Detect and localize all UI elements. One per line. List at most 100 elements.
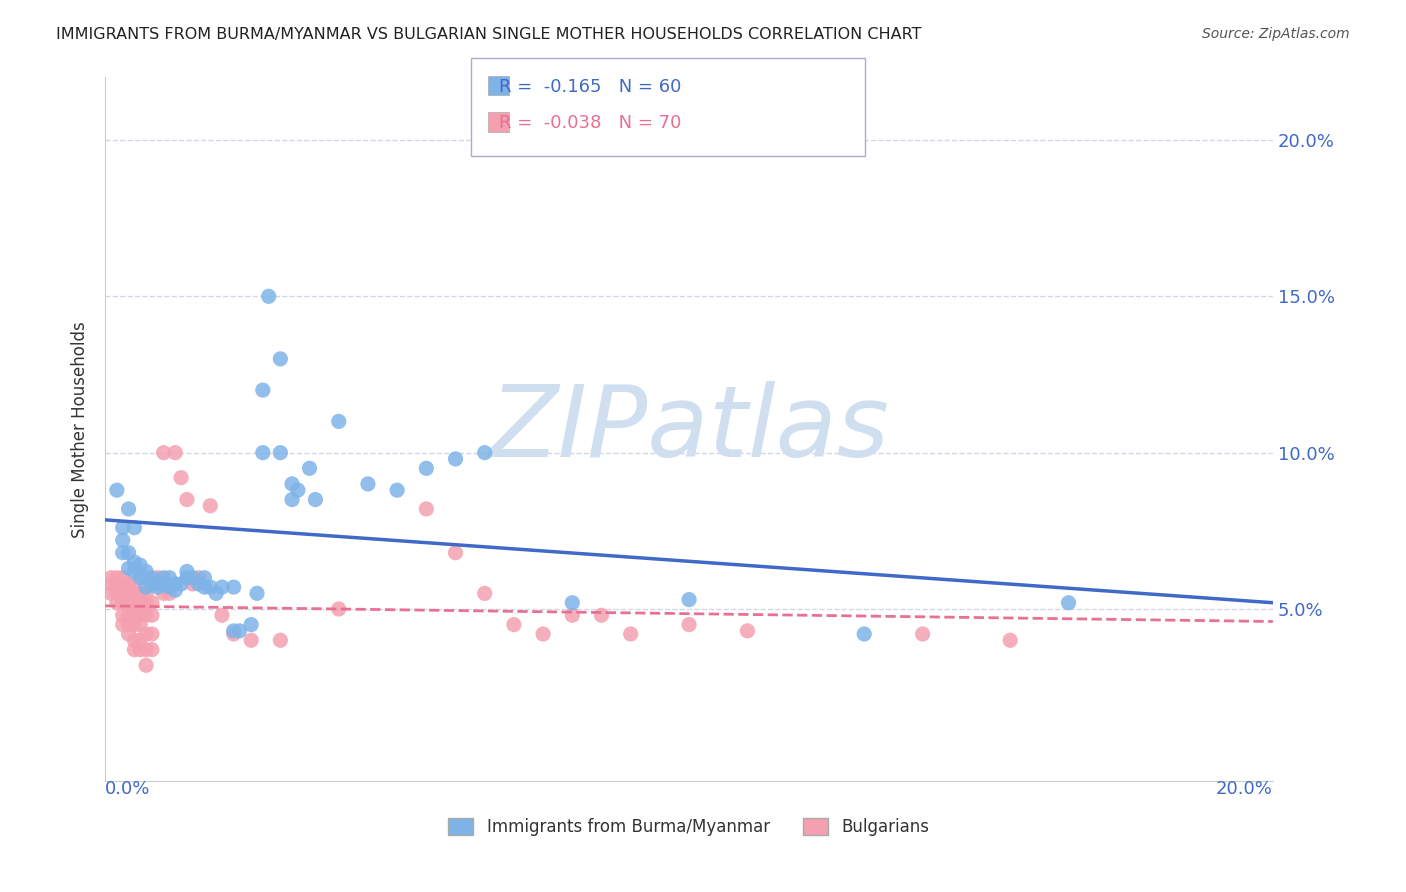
Point <box>222 580 245 594</box>
Point <box>105 577 128 591</box>
Point <box>105 571 128 585</box>
Point <box>211 580 233 594</box>
Point <box>117 627 139 641</box>
Point <box>165 577 187 591</box>
Point <box>474 586 496 600</box>
Point <box>135 608 157 623</box>
Point <box>124 555 146 569</box>
Point <box>111 521 134 535</box>
Point <box>240 633 263 648</box>
Point <box>111 577 134 591</box>
Point <box>205 586 228 600</box>
Point <box>187 577 209 591</box>
Point <box>287 483 309 498</box>
Point <box>111 546 134 560</box>
Point <box>444 546 467 560</box>
Point <box>281 477 304 491</box>
Point <box>385 483 408 498</box>
Point <box>222 627 245 641</box>
Point <box>620 627 643 641</box>
Point <box>124 608 146 623</box>
Point <box>129 596 152 610</box>
Point <box>117 561 139 575</box>
Point <box>117 502 139 516</box>
Point <box>135 658 157 673</box>
Point <box>141 571 163 585</box>
Point <box>111 596 134 610</box>
Point <box>135 580 157 594</box>
Point <box>152 577 174 591</box>
Point <box>111 571 134 585</box>
Point <box>444 451 467 466</box>
Point <box>269 351 291 366</box>
Point <box>200 580 222 594</box>
Point <box>129 633 152 648</box>
Point <box>129 642 152 657</box>
Point <box>146 580 169 594</box>
Point <box>141 627 163 641</box>
Point <box>176 571 198 585</box>
Point <box>187 571 209 585</box>
Point <box>228 624 250 638</box>
Point <box>124 577 146 591</box>
Point <box>135 627 157 641</box>
Text: R =  -0.165   N = 60: R = -0.165 N = 60 <box>499 78 682 95</box>
Point <box>357 477 380 491</box>
Point <box>911 627 934 641</box>
Point <box>135 571 157 585</box>
Point <box>159 586 181 600</box>
Point <box>240 617 263 632</box>
Point <box>200 499 222 513</box>
Point <box>737 624 759 638</box>
Point <box>193 571 215 585</box>
Point <box>124 565 146 579</box>
Point <box>269 445 291 459</box>
Point <box>111 586 134 600</box>
Text: Source: ZipAtlas.com: Source: ZipAtlas.com <box>1202 27 1350 41</box>
Point <box>135 642 157 657</box>
Point <box>117 617 139 632</box>
Point <box>152 571 174 585</box>
Point <box>124 617 146 632</box>
Point <box>100 577 122 591</box>
Point <box>474 445 496 459</box>
Point <box>152 586 174 600</box>
Point <box>135 586 157 600</box>
Point <box>129 558 152 573</box>
Point <box>678 592 700 607</box>
Point <box>141 596 163 610</box>
Point <box>129 586 152 600</box>
Point <box>129 571 152 585</box>
Point <box>591 608 613 623</box>
Text: 0.0%: 0.0% <box>105 780 150 797</box>
Point <box>165 445 187 459</box>
Point <box>561 596 583 610</box>
Point <box>135 596 157 610</box>
Point <box>998 633 1021 648</box>
Point <box>159 580 181 594</box>
Point <box>146 571 169 585</box>
Point <box>135 565 157 579</box>
Point <box>252 383 274 397</box>
Point <box>211 608 233 623</box>
Point <box>181 577 204 591</box>
Point <box>124 633 146 648</box>
Text: R =  -0.038   N = 70: R = -0.038 N = 70 <box>499 114 682 132</box>
Point <box>146 577 169 591</box>
Point <box>531 627 554 641</box>
Point <box>100 571 122 585</box>
Point <box>141 608 163 623</box>
Point <box>415 461 437 475</box>
Text: IMMIGRANTS FROM BURMA/MYANMAR VS BULGARIAN SINGLE MOTHER HOUSEHOLDS CORRELATION : IMMIGRANTS FROM BURMA/MYANMAR VS BULGARI… <box>56 27 922 42</box>
Point <box>170 577 193 591</box>
Point <box>503 617 526 632</box>
Point <box>170 471 193 485</box>
Point <box>152 445 174 459</box>
Point <box>146 577 169 591</box>
Point <box>304 492 326 507</box>
Text: ZIPatlas: ZIPatlas <box>489 381 889 478</box>
Point <box>129 617 152 632</box>
Point <box>298 461 321 475</box>
Point <box>281 492 304 507</box>
Point <box>252 445 274 459</box>
